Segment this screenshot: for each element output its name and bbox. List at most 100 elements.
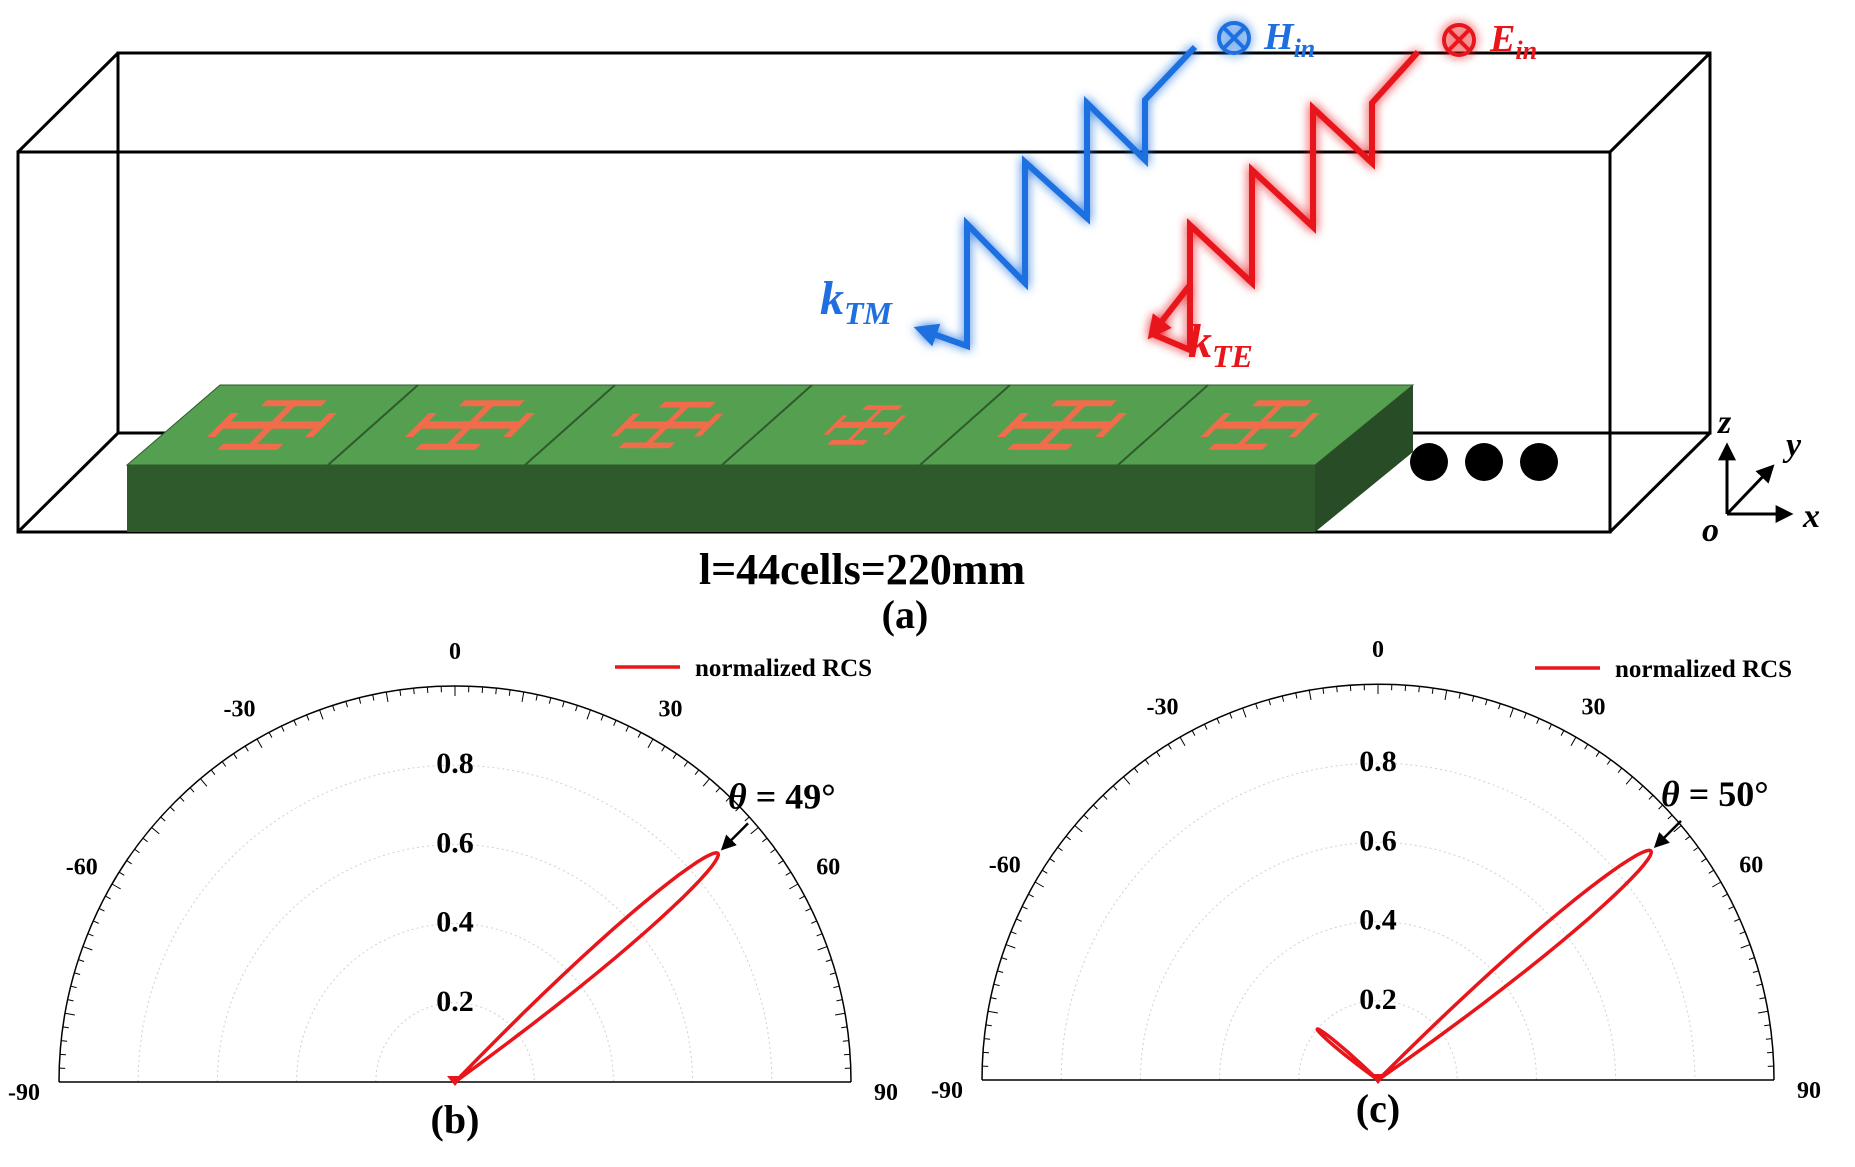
angle-tick [1418,686,1420,693]
angle-tick [778,860,784,865]
angle-tick [1229,712,1233,719]
angle-tick [1295,692,1298,699]
chart-caption: (c) [1356,1086,1400,1131]
angle-tick [770,848,776,854]
angle-tick-label: -30 [1147,695,1179,721]
angle-tick [1001,957,1008,960]
outer-arc [58,685,852,1083]
angle-tick [142,837,148,843]
angle-tick [600,714,604,721]
angle-tick [1092,804,1098,810]
peak-arrow [720,822,749,851]
angle-tick [1693,846,1699,852]
metasurface-substrate [125,384,1415,532]
angle-tick [661,745,666,752]
angle-tick [105,895,111,900]
angle-tick [98,907,105,912]
angle-tick [67,999,74,1002]
angle-tick [1203,723,1208,730]
angle-tick [1191,730,1196,736]
grid-arc [296,923,614,1083]
angle-tick [1041,869,1048,874]
angle-tick [1021,905,1028,910]
grid-arc [375,1002,535,1083]
rcs-series-line [453,851,721,1084]
angle-tick [256,738,263,748]
angle-tick [495,688,497,695]
angle-tick [74,972,81,975]
angle-tick [1625,776,1633,785]
k-te-label: kTE [1188,315,1253,374]
grid-arc [216,843,694,1083]
angle-tick [1728,905,1735,910]
e-in-label: Ein [1489,18,1537,65]
angle-tick [613,720,617,726]
angle-tick [385,691,389,702]
angle-tick [987,1010,998,1014]
angle-tick [672,753,677,759]
k-tm-label: kTM [820,272,894,331]
angle-tick [725,796,731,802]
angle-tick [358,697,362,704]
radial-tick-label: 0.4 [436,906,474,939]
angle-tick [78,959,85,962]
angle-tick [1536,718,1540,724]
angle-tick [1617,767,1623,773]
angle-tick [799,895,805,900]
angle-tick [413,688,415,695]
angle-tick [805,907,812,912]
angle-tick [647,738,654,748]
angle-tick [221,761,227,767]
angle-tick [1759,997,1766,1000]
angle-tick [1074,825,1083,833]
peak-value: = 50° [1680,774,1769,814]
angle-tick [160,816,166,822]
angle-tick [817,946,828,951]
angle-tick [1102,794,1108,800]
angle-tick [1065,835,1071,841]
axis-x-label: x [1802,498,1820,535]
angle-tick-label: 30 [659,697,683,723]
angle-tick [562,701,565,708]
angle-tick [841,1026,848,1029]
angle-tick [93,920,99,924]
angle-tick [1123,776,1131,785]
angle-tick [372,694,375,701]
length-label: l=44cells=220mm [699,545,1025,594]
angle-tick [985,1024,992,1027]
angle-tick [535,694,538,701]
angle-tick [319,709,324,720]
angle-tick [842,1040,849,1042]
theta-symbol: θ [728,776,747,816]
angle-tick-label: 90 [1797,1078,1821,1104]
angle-tick [1673,825,1682,833]
angle-tick [64,1012,75,1016]
angle-tick [1281,695,1285,702]
angle-tick-label: 0 [449,639,461,665]
theta-symbol: θ [1661,774,1680,814]
angle-tick [694,769,700,775]
angle-tick [521,691,525,702]
angle-tick [1584,743,1589,750]
angle-tick [1764,1024,1771,1027]
angle-tick [548,697,552,704]
angle-tick [625,725,630,732]
angle-tick [332,705,335,712]
angle-tick [70,985,77,989]
grid-arc [1139,841,1617,1081]
angle-tick [1179,736,1186,746]
angle-tick [189,787,195,793]
angle-tick-label: 0 [1372,637,1384,663]
radial-tick-label: 0.2 [1359,983,1397,1016]
rcs-series-line [1315,848,1654,1082]
angle-tick [1112,785,1118,791]
angle-tick [82,946,93,951]
polar-chart-c: -90 -60 -30 0 30 60 90 0.2 0.4 0.6 0.8 θ = 50° norma… [931,637,1821,1131]
angle-tick [1167,743,1172,750]
angle-tick [1057,846,1063,852]
angle-tick [990,997,997,1000]
chart-caption: (b) [431,1097,480,1142]
angle-tick [1658,804,1664,810]
angle-tick [345,701,348,708]
